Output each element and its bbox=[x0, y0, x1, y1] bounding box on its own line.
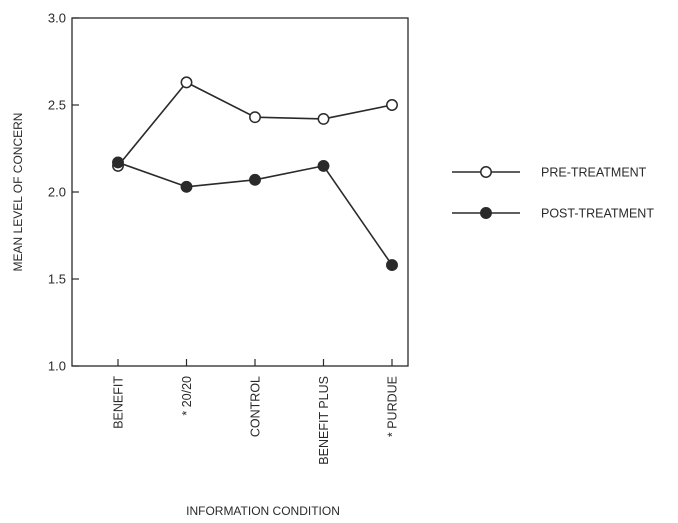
series-line bbox=[117, 81, 393, 167]
y-tick-label: 2.5 bbox=[48, 98, 66, 113]
legend-label: POST-TREATMENT bbox=[541, 207, 654, 221]
series-post-treatment bbox=[112, 156, 398, 272]
y-tick-label: 1.0 bbox=[48, 359, 66, 374]
plot-frame-group bbox=[71, 17, 409, 367]
y-axis: 1.0 1.5 2.0 2.5 3.0 bbox=[48, 11, 79, 374]
data-point bbox=[249, 111, 261, 124]
data-point bbox=[386, 99, 398, 111]
x-axis-title: INFORMATION CONDITION bbox=[186, 504, 340, 518]
y-axis-title: MEAN LEVEL OF CONCERN bbox=[11, 113, 25, 272]
data-point bbox=[317, 112, 330, 125]
data-point bbox=[317, 159, 330, 172]
data-point bbox=[112, 156, 124, 169]
plot-frame bbox=[71, 17, 409, 367]
x-axis: BENEFIT * 20/20 CONTROL BENEFIT PLUS * PURDU… bbox=[112, 359, 400, 465]
series-layer bbox=[112, 76, 398, 272]
data-point bbox=[386, 259, 398, 272]
series-pre-treatment bbox=[112, 76, 398, 172]
x-category-label: CONTROL bbox=[249, 376, 263, 437]
legend-label: PRE-TREATMENT bbox=[541, 166, 647, 180]
legend: PRE-TREATMENT POST-TREATMENT bbox=[452, 166, 654, 221]
legend-item: PRE-TREATMENT bbox=[452, 166, 647, 180]
data-point bbox=[180, 180, 193, 193]
x-category-label: BENEFIT bbox=[112, 376, 126, 429]
x-category-label: * PURDUE bbox=[386, 376, 400, 437]
x-category-label: BENEFIT PLUS bbox=[317, 376, 331, 465]
data-point bbox=[249, 173, 261, 186]
legend-marker bbox=[480, 166, 492, 178]
y-tick-label: 2.0 bbox=[48, 185, 66, 200]
legend-item: POST-TREATMENT bbox=[452, 207, 654, 221]
y-tick-label: 1.5 bbox=[48, 272, 66, 287]
data-point bbox=[180, 76, 193, 89]
y-tick-label: 3.0 bbox=[48, 11, 66, 26]
x-category-label: * 20/20 bbox=[180, 376, 194, 416]
legend-marker bbox=[480, 207, 492, 219]
